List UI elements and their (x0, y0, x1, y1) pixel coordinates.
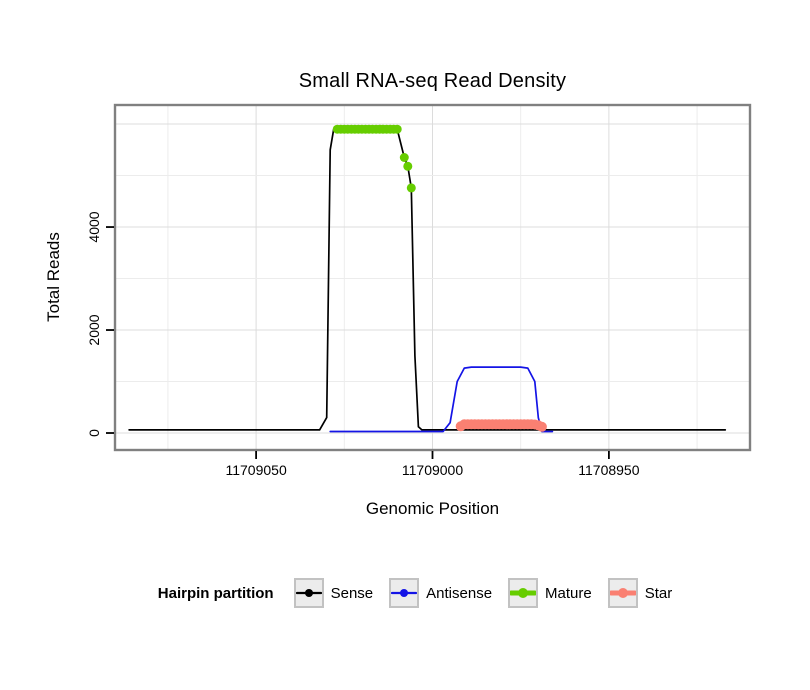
legend-title: Hairpin partition (157, 584, 274, 602)
legend: Hairpin partition Sense Antisense Mature St… (80, 578, 750, 608)
legend-key-antisense-icon (389, 578, 420, 608)
legend-label: Mature (545, 584, 592, 602)
series-antisense-line (329, 366, 554, 433)
x-axis-title: Genomic Position (365, 499, 500, 518)
mature-data-point (392, 124, 402, 134)
legend-label: Antisense (426, 584, 493, 602)
legend-label: Star (644, 584, 673, 602)
star-data-point (536, 421, 547, 432)
legend-key-mature-icon (508, 578, 539, 608)
y-axis-title: Total Reads (44, 232, 63, 322)
mature-data-point (399, 153, 409, 162)
legend-key-sense-icon (293, 578, 324, 608)
mature-data-point (403, 161, 413, 171)
mature-data-point (406, 183, 416, 193)
legend-label: Sense (330, 584, 374, 602)
legend-item-star: Star (607, 578, 673, 608)
legend-item-sense: Sense (293, 578, 374, 608)
legend-key-star-icon (607, 578, 638, 608)
legend-item-antisense: Antisense (389, 578, 492, 608)
panel-border (113, 103, 752, 452)
legend-item-mature: Mature (508, 578, 592, 608)
chart-title: Small RNA-seq Read Density (298, 70, 567, 92)
series-star-points (455, 419, 547, 432)
series-mature-points (332, 124, 416, 193)
legend-items: Sense Antisense Mature Star (293, 578, 673, 608)
